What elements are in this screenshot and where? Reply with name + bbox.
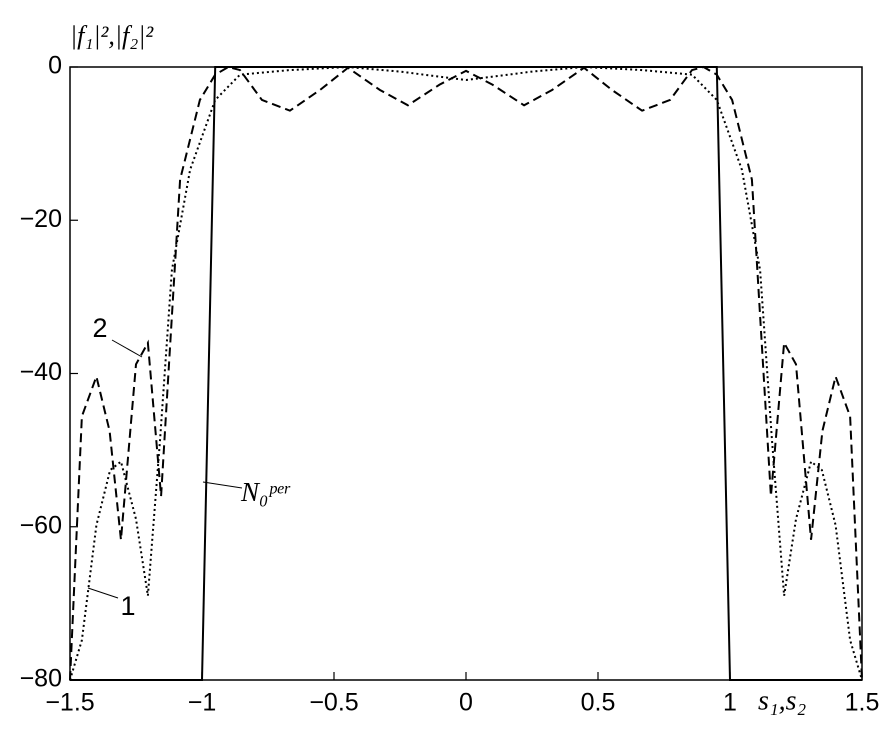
x-tick-label: 1.5 (845, 689, 880, 717)
y-tick-label: −40 (20, 358, 62, 386)
series-label: 1 (120, 591, 135, 621)
x-axis-label: s₁,s₂ (758, 685, 807, 716)
x-tick-label: −0.5 (309, 689, 358, 717)
series-label: 2 (92, 313, 107, 343)
annotation-leader (87, 587, 119, 599)
x-tick-label: −1.5 (45, 689, 94, 717)
y-tick-label: −20 (20, 205, 62, 233)
annotation-leader (111, 339, 143, 358)
y-tick-label: 0 (48, 52, 62, 80)
x-tick-label: 1 (723, 689, 737, 717)
x-tick-label: 0 (459, 689, 473, 717)
series-line (69, 65, 863, 681)
annotation-leader (202, 481, 243, 489)
y-tick-label: −80 (20, 665, 62, 693)
plot-frame (69, 66, 863, 681)
y-axis-label: |f₁|²,|f₂|² (70, 21, 154, 50)
series-label: N₀ᵖᵉʳ (240, 477, 291, 507)
x-tick-label: 0.5 (581, 689, 616, 717)
series-line (70, 66, 862, 681)
x-tick-label: −1 (188, 689, 217, 717)
y-tick-label: −60 (20, 511, 62, 539)
series-line (69, 65, 863, 681)
